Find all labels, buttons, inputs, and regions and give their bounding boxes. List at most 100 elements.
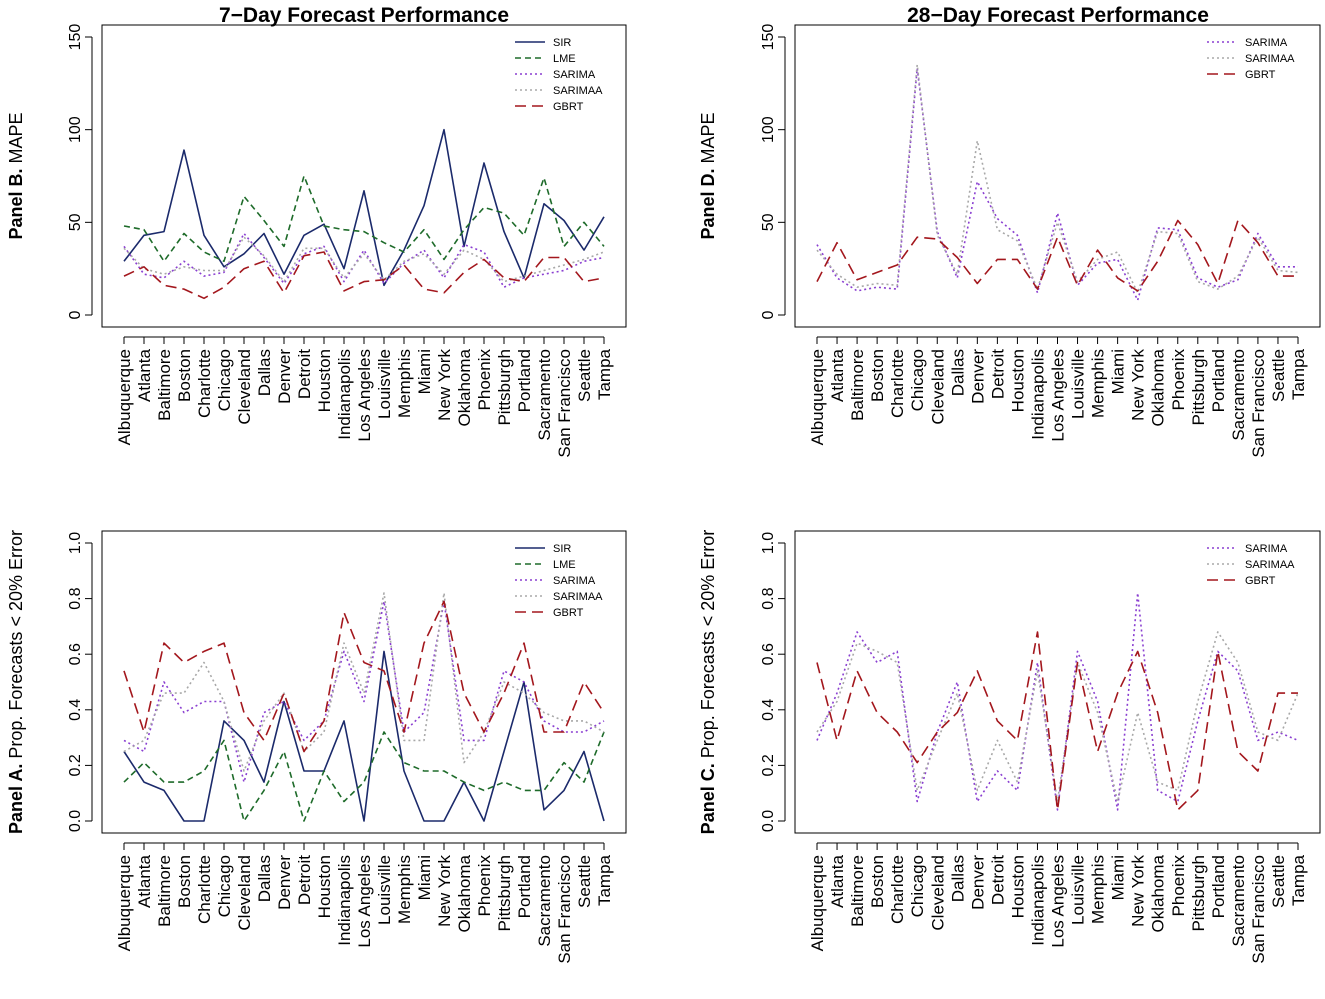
x-tick-label: New York: [435, 349, 454, 421]
series-line-sarima: [816, 67, 1298, 302]
x-tick-label: Los Angeles: [355, 349, 374, 442]
x-tick-label: Phoenix: [475, 855, 494, 917]
x-tick-label: Miami: [1109, 349, 1128, 394]
legend-label-sarimaa: SARIMAA: [553, 591, 603, 603]
x-tick-label: San Francisco: [1249, 855, 1268, 964]
chart-title: 7−Day Forecast Performance: [219, 4, 509, 27]
x-tick-label: Baltimore: [848, 855, 867, 927]
series-line-gbrt: [816, 631, 1298, 811]
x-tick-label: Sacramento: [535, 349, 554, 441]
x-tick-label: Detroit: [295, 855, 314, 905]
legend-label-sarima: SARIMA: [1245, 37, 1288, 49]
series-line-sarimaa: [123, 592, 605, 772]
x-tick-label: Los Angeles: [1049, 349, 1068, 442]
x-tick-label: New York: [1129, 349, 1148, 421]
y-axis-label: Panel B. MAPE: [6, 112, 26, 239]
x-tick-label: Boston: [175, 349, 194, 402]
y-tick-label: 0.8: [67, 587, 84, 609]
y-tick-label: 100: [760, 116, 777, 143]
x-tick-label: Dallas: [255, 855, 274, 902]
legend-label-sarimaa: SARIMAA: [553, 85, 603, 97]
plot-frame: [794, 24, 1321, 328]
x-tick-label: Denver: [968, 855, 987, 910]
x-tick-label: Tampa: [1289, 348, 1308, 400]
x-tick-label: Atlanta: [828, 348, 847, 401]
y-tick-label: 150: [67, 24, 84, 51]
y-axis-label-panel: Panel B.: [6, 168, 26, 239]
y-tick-label: 0.8: [760, 587, 777, 609]
x-tick-label: Boston: [868, 349, 887, 402]
y-tick-label: 50: [67, 213, 84, 231]
x-tick-label: Phoenix: [1169, 855, 1188, 917]
x-tick-label: Phoenix: [475, 349, 494, 411]
x-tick-label: Portland: [1209, 855, 1228, 918]
x-tick-label: Oklahoma: [1149, 854, 1168, 932]
series-line-lme: [123, 175, 605, 263]
x-tick-label: Baltimore: [155, 855, 174, 927]
legend-label-sarima: SARIMA: [553, 69, 596, 81]
y-tick-label: 0: [760, 310, 777, 319]
legend-label-sir: SIR: [553, 37, 571, 49]
x-tick-label: Houston: [315, 349, 334, 412]
y-axis-label-metric: MAPE: [6, 112, 26, 168]
plot-frame: [101, 530, 627, 834]
x-tick-label: Chicago: [908, 855, 927, 917]
x-tick-label: Boston: [868, 855, 887, 908]
x-tick-label: Oklahoma: [455, 348, 474, 426]
x-tick-label: Denver: [275, 855, 294, 910]
y-axis-label-panel: Panel D.: [698, 168, 718, 239]
legend-label-gbrt: GBRT: [553, 101, 584, 113]
y-tick-label: 0.2: [760, 754, 777, 776]
x-tick-label: Houston: [315, 855, 334, 918]
series-line-sir: [123, 128, 605, 287]
y-axis-label: Panel C. Prop. Forecasts < 20% Error: [698, 530, 718, 835]
x-tick-label: Albuquerque: [808, 349, 827, 445]
panel-c: Panel C. Prop. Forecasts < 20% Error 0.0 0…: [698, 530, 1321, 964]
x-tick-label: Atlanta: [135, 348, 154, 401]
x-tick-label: Tampa: [595, 854, 614, 906]
y-tick-label: 0.4: [67, 699, 84, 721]
series-line-sarimaa: [816, 64, 1299, 294]
x-tick-label: Charlotte: [195, 349, 214, 418]
y-axis-label: Panel D. MAPE: [698, 112, 718, 239]
x-tick-label: Sacramento: [1229, 349, 1248, 441]
x-tick-label: Houston: [1008, 855, 1027, 918]
y-axis-label-metric: Prop. Forecasts < 20% Error: [6, 530, 26, 764]
chart-title: 28−Day Forecast Performance: [907, 4, 1209, 27]
y-tick-label: 0: [67, 310, 84, 319]
panel-b: 7−Day Forecast Performance Panel B. MAPE 0…: [6, 4, 627, 458]
x-tick-label: Atlanta: [828, 854, 847, 907]
x-tick-label: Pittsburgh: [1189, 349, 1208, 426]
y-axis-label-metric: Prop. Forecasts < 20% Error: [698, 530, 718, 764]
x-tick-label: Portland: [515, 855, 534, 918]
series-line-gbrt: [123, 251, 605, 300]
series-line-gbrt: [816, 219, 1298, 292]
y-tick-label: 0.4: [760, 699, 777, 721]
x-tick-label: Tampa: [595, 348, 614, 400]
x-tick-label: Portland: [515, 349, 534, 412]
x-tick-label: Cleveland: [928, 349, 947, 425]
y-tick-label: 150: [760, 24, 777, 51]
legend-label-sarima: SARIMA: [553, 575, 596, 587]
x-tick-label: Louisville: [375, 349, 394, 419]
x-tick-label: Charlotte: [195, 855, 214, 924]
x-tick-label: Pittsburgh: [495, 855, 514, 932]
x-tick-label: Seattle: [575, 855, 594, 908]
x-tick-label: Detroit: [295, 349, 314, 399]
y-axis-label-panel: Panel C.: [698, 763, 718, 834]
x-tick-label: Oklahoma: [455, 854, 474, 932]
y-tick-label: 1.0: [760, 532, 777, 554]
x-tick-label: Sacramento: [535, 855, 554, 947]
y-tick-label: 0.6: [67, 643, 84, 665]
y-tick-label: 100: [67, 116, 84, 143]
x-tick-label: Memphis: [1089, 349, 1108, 418]
x-tick-label: Memphis: [395, 349, 414, 418]
series-line-gbrt: [123, 600, 605, 753]
series-line-sarimaa: [816, 631, 1299, 803]
x-tick-label: Miami: [415, 349, 434, 394]
x-tick-label: Denver: [968, 349, 987, 404]
legend-label-sarimaa: SARIMAA: [1245, 53, 1295, 65]
x-tick-label: Los Angeles: [355, 855, 374, 948]
x-tick-label: Indianapolis: [1028, 349, 1047, 440]
x-tick-label: Chicago: [908, 349, 927, 411]
